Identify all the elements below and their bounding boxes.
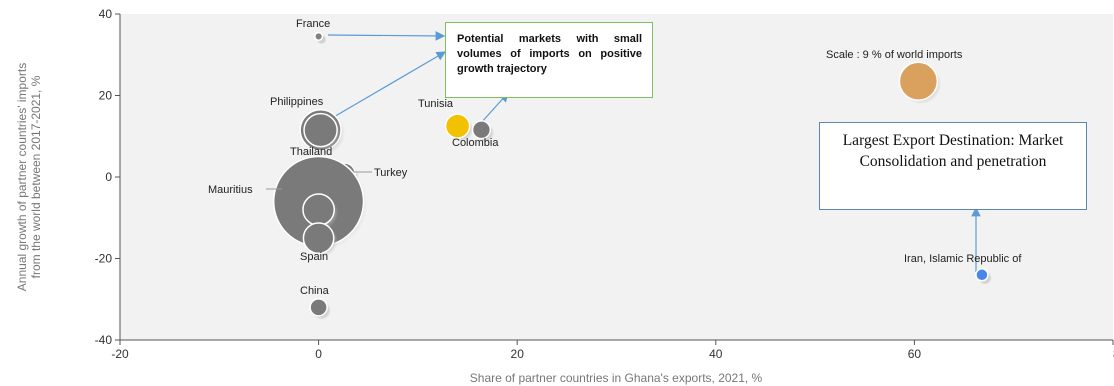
label-france: France xyxy=(296,18,330,30)
label-iran: Iran, Islamic Republic of xyxy=(904,253,1022,265)
label-philippines: Philippines xyxy=(270,96,324,108)
largest-export-annotation: Largest Export Destination: Market Conso… xyxy=(819,122,1087,210)
label-spain: Spain xyxy=(300,251,328,263)
potential-markets-annotation: Potential markets with small volumes of … xyxy=(445,22,653,98)
ticks-layer: -2002040608040200-20-40 xyxy=(95,7,1114,361)
y-axis-title: Annual growth of partner countries' impo… xyxy=(15,63,43,291)
label-china: China xyxy=(300,285,330,297)
y-axis-title-line-2: from the world between 2017-2021, % xyxy=(29,75,43,278)
arrow-philippines-to-box xyxy=(331,51,447,119)
label-thailand: Thailand xyxy=(290,146,332,158)
label-mauritius: Mauritius xyxy=(208,184,253,196)
bubble-iran-islamic-republic-of[interactable] xyxy=(975,268,989,282)
arrow-colombia-to-box xyxy=(479,92,509,125)
y-tick-label: 40 xyxy=(99,7,113,21)
bubble-colombia[interactable] xyxy=(471,120,492,140)
bubble-mauritius-inner[interactable] xyxy=(302,193,335,226)
y-tick-label: 20 xyxy=(99,89,113,103)
bubble-scale[interactable] xyxy=(898,61,939,101)
scale-label: Scale : 9 % of world imports xyxy=(826,49,963,61)
label-turkey: Turkey xyxy=(374,167,408,179)
x-tick-label: 40 xyxy=(709,347,723,361)
bubbles-layer xyxy=(272,31,992,320)
bubble-thailand[interactable] xyxy=(303,112,338,148)
y-tick-label: -40 xyxy=(95,333,113,347)
x-tick-label: -20 xyxy=(111,347,129,361)
x-tick-label: 60 xyxy=(908,347,922,361)
label-tunisia: Tunisia xyxy=(418,98,454,110)
arrows-layer xyxy=(327,31,981,272)
y-axis-title-line-1: Annual growth of partner countries' impo… xyxy=(15,63,29,291)
bubble-china[interactable] xyxy=(309,298,328,317)
labels-layer: France Philippines Thailand Turkey Mauri… xyxy=(208,18,1022,297)
x-tick-label: 20 xyxy=(511,347,525,361)
label-colombia: Colombia xyxy=(452,137,499,149)
bubble-tunisia[interactable] xyxy=(444,113,471,139)
y-tick-label: -20 xyxy=(95,252,113,266)
x-axis-title: Share of partner countries in Ghana's ex… xyxy=(470,371,763,385)
x-tick-label: 0 xyxy=(315,347,322,361)
bubble-spain[interactable] xyxy=(302,222,335,255)
bubble-france[interactable] xyxy=(314,31,324,41)
y-tick-label: 0 xyxy=(105,170,112,184)
arrow-france-to-box xyxy=(327,31,446,41)
